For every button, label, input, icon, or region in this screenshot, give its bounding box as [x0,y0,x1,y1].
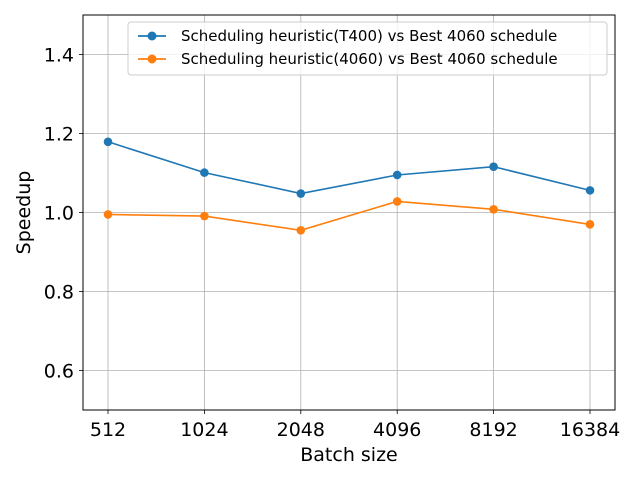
legend-marker-4060 [147,54,157,64]
legend-label-4060: Scheduling heuristic(4060) vs Best 4060 … [181,50,558,68]
data-point [296,189,306,198]
series-group [103,137,595,235]
x-tick-label: 512 [90,419,126,441]
y-tick-label: 0.8 [44,282,74,304]
y-tick-label: 1.0 [44,203,74,225]
legend-label-t400: Scheduling heuristic(T400) vs Best 4060 … [181,27,557,45]
y-tick-label: 1.4 [44,45,74,67]
data-point [392,197,402,206]
y-tick-label: 1.2 [44,124,74,146]
data-point [200,211,209,221]
data-point [585,186,595,195]
x-tick-label: 16384 [560,419,620,441]
x-tick-label: 1024 [180,419,228,441]
data-point [103,137,113,147]
x-tick-label: 2048 [277,419,325,441]
data-point [296,225,306,235]
data-point [103,210,113,219]
y-axis-title: Speedup [13,171,35,255]
data-point [585,220,595,229]
series-line-1 [107,200,591,232]
legend: Scheduling heuristic(T400) vs Best 4060 … [127,21,608,76]
x-tick-label: 4096 [373,419,421,441]
x-axis-title: Batch size [300,444,398,466]
x-tick-label: 8192 [469,419,517,441]
series-line-0 [107,141,591,195]
data-point [200,168,209,177]
legend-frame [127,21,608,76]
legend-marker-t400 [147,31,157,41]
data-point [489,162,498,171]
y-tick-label: 0.6 [44,361,74,383]
axis-ticks: 512 1024 2048 4096 8192 16384 0.6 0.8 1.0 1.2 1.4 [44,45,620,442]
data-point [489,205,498,214]
data-point [392,170,402,180]
